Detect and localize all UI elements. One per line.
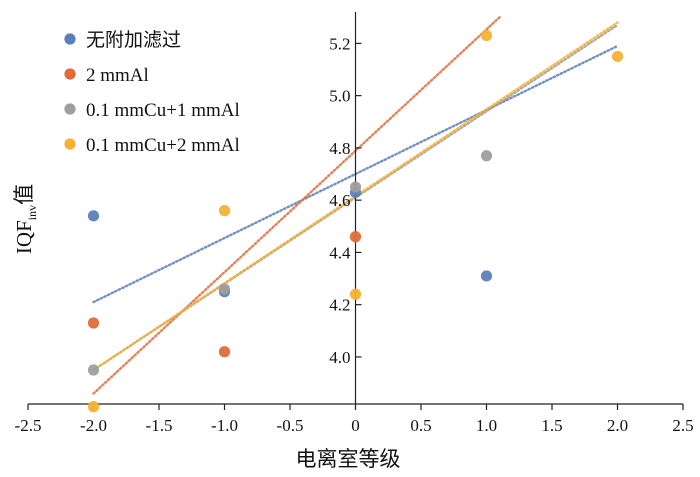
data-point-series-1: [480, 270, 493, 282]
y-axis-title-main: IQF: [12, 220, 36, 254]
y-axis-title: IQFinv值: [12, 184, 39, 254]
legend-marker: [64, 68, 76, 80]
data-point-series-4: [349, 288, 362, 300]
data-point-series-3: [480, 150, 493, 162]
data-point-series-3: [349, 181, 362, 193]
legend: 无附加滤过 2 mmAl 0.1 mmCu+1 mmAl 0.1 mmCu+2 mmA…: [64, 29, 240, 156]
legend-label: 无附加滤过: [86, 29, 181, 51]
trend-line-series-2: [92, 16, 501, 395]
x-tick-label: -1.0: [211, 416, 238, 435]
legend-label: 2 mmAl: [86, 65, 149, 86]
y-tick-label: 5.2: [329, 34, 350, 53]
x-tick-label: -1.5: [146, 416, 173, 435]
data-point-series-3: [218, 283, 231, 295]
data-point-series-1: [87, 210, 100, 222]
y-axis-title-sub: inv: [25, 205, 39, 220]
y-tick-label: 4.8: [329, 139, 350, 158]
x-tick-label: -2.0: [80, 416, 107, 435]
data-point-series-3: [87, 364, 100, 376]
x-tick-label: 2.0: [607, 416, 628, 435]
data-points: [87, 29, 624, 413]
x-tick-label: 1.5: [541, 416, 562, 435]
legend-marker: [64, 33, 76, 45]
y-tick-label: 4.6: [329, 191, 350, 210]
x-tick-label: 2.5: [672, 416, 693, 435]
data-point-series-2: [218, 346, 231, 358]
legend-label: 0.1 mmCu+1 mmAl: [86, 100, 240, 121]
data-point-series-4: [87, 401, 100, 413]
y-tick-label: 4.4: [329, 243, 351, 262]
data-point-series-4: [611, 50, 624, 63]
y-tick-label: 4.0: [329, 348, 350, 367]
y-tick-label: 5.0: [329, 87, 350, 106]
y-tick-label: 4.2: [329, 296, 350, 315]
x-tick-label: 1.0: [476, 416, 497, 435]
x-tick-label: 0.5: [410, 416, 431, 435]
x-tick-label: -2.5: [15, 416, 42, 435]
x-axis-title: 电离室等级: [296, 447, 401, 471]
x-tick-label: 0: [351, 416, 360, 435]
svg-text:IQFinv值: IQFinv值: [12, 184, 39, 254]
data-point-series-2: [349, 231, 362, 243]
legend-marker: [64, 138, 76, 150]
x-tick-label: -0.5: [277, 416, 304, 435]
data-point-series-4: [480, 29, 493, 42]
legend-label: 0.1 mmCu+2 mmAl: [86, 135, 240, 156]
y-axis-title-suffix: 值: [12, 184, 36, 205]
data-point-series-4: [218, 205, 231, 217]
ticks: -2.5 -2.0 -1.5 -1.0 -0.5 0 0.5 1.0 1.5 2.0 2.5 4.0 4…: [15, 34, 694, 435]
legend-marker: [64, 103, 76, 115]
data-point-series-2: [87, 317, 100, 329]
